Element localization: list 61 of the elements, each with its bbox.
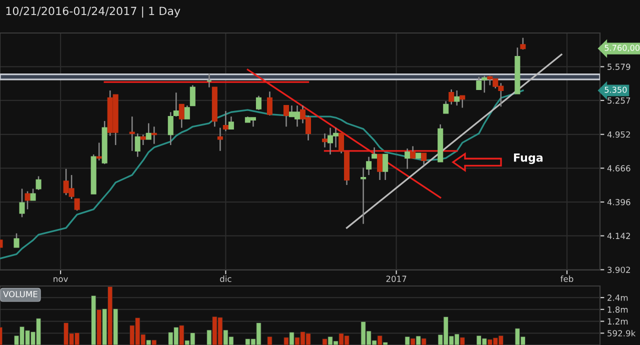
y-tick-label: 4.952 [607,131,630,138]
candlestick [74,198,80,212]
candlestick [146,122,152,140]
y-tick-label: 2.4m [608,294,628,301]
candlestick [36,176,42,191]
bar [267,336,272,345]
candlestick [404,148,410,170]
x-tick-label: 2017 [386,276,406,282]
candlestick [151,126,157,144]
y-tick-label: 4.666 [607,165,630,172]
y-tick-label: 4.142 [607,232,630,239]
candlestick [338,132,344,154]
candlestick [266,90,272,116]
y-tick-label: 1.2m [608,318,628,324]
candlestick [140,134,146,146]
candlestick [96,142,102,162]
x-tick-label: nov [54,277,68,282]
candlestick [217,127,223,152]
candlestick [190,84,196,106]
candlestick [228,116,234,130]
y-tick-label: 1.8m [608,306,628,313]
text: 5.350 [604,86,627,93]
candlestick [482,75,488,94]
candlestick [377,154,383,181]
candlestick [14,232,20,248]
candlestick [134,132,140,158]
candlestick [30,188,36,201]
candlestick [448,88,454,106]
candlestick [222,110,228,132]
candlestick [421,152,427,166]
candlestick [256,95,262,111]
y-tick-label: 3.902 [608,266,630,273]
candlestick [382,154,388,181]
y-tick-label: 4.396 [607,199,630,206]
candlestick [520,37,526,50]
candlestick [173,92,179,118]
x-tick-label: dic [220,276,232,282]
candlestick [360,167,366,224]
annotation: Fuga [514,153,543,164]
candlestick [24,190,30,210]
y-tick-label: 5.257 [608,97,630,104]
candlestick [410,146,416,159]
candlestick [476,76,482,90]
candlestick [178,104,184,128]
x-tick-label: feb [560,276,574,282]
candlestick [19,188,25,218]
chart-title: 10/21/2016-01/24/2017 | 1 Day [6,6,180,18]
candlestick [184,104,190,120]
candlestick [322,132,328,148]
y-tick-label: 592.9k [608,330,636,336]
candlestick [283,104,289,128]
candlestick [366,156,372,176]
candlestick [129,116,135,152]
y-tick-label: 5.579 [608,64,630,70]
candlestick [443,100,449,114]
chart-title: VOLUME [3,290,38,298]
text: 5.760,00 [604,44,640,52]
candlestick [168,112,174,146]
candlestick [460,95,466,108]
candlestick [372,146,378,159]
candlestick [454,90,460,106]
